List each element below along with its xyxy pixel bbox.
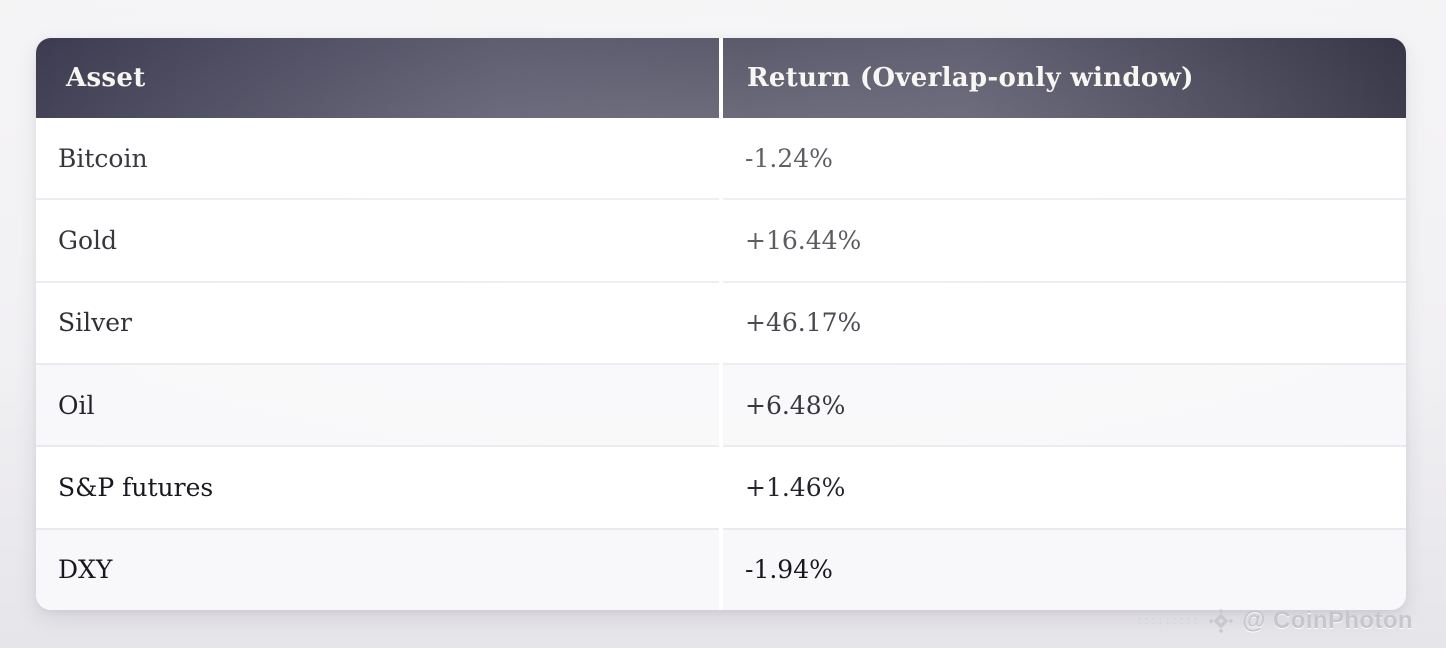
asset-cell: Silver [58,308,132,338]
return-cell: +6.48% [745,390,846,420]
asset-cell: Gold [58,225,118,255]
dotted-texture [1136,616,1201,626]
table-row: Bitcoin -1.24% [36,118,1406,199]
column-header-asset: Asset [66,63,146,93]
table-header-row: Asset Return (Overlap-only window) [36,38,1406,118]
return-cell: +16.44% [745,225,862,255]
column-header-return: Return (Overlap-only window) [747,63,1194,93]
watermark: @ CoinPhoton [1136,605,1413,637]
asset-cell: Bitcoin [58,143,148,173]
returns-table-card: Asset Return (Overlap-only window) Bitco… [36,38,1406,610]
table-row: S&P futures +1.46% [36,445,1406,528]
return-cell: +46.17% [745,308,862,338]
asset-cell: Oil [58,390,95,420]
watermark-text: @ CoinPhoton [1242,607,1413,634]
table-row: Gold +16.44% [36,198,1406,281]
return-cell: -1.24% [745,143,833,173]
asset-cell: S&P futures [58,472,214,502]
asset-cell: DXY [58,555,113,585]
table-row: Silver +46.17% [36,280,1406,363]
table-row: DXY -1.94% [36,527,1406,610]
table-row: Oil +6.48% [36,362,1406,446]
table-body: Bitcoin -1.24% Gold +16.44% Silver +46.1… [36,118,1406,610]
coinphoton-diamond-icon [1208,608,1234,634]
return-cell: +1.46% [745,472,846,502]
return-cell: -1.94% [745,555,833,585]
